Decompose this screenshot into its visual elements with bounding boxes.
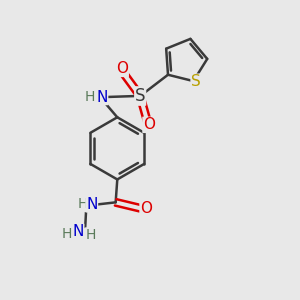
Text: N: N [86, 197, 98, 212]
Text: H: H [85, 228, 96, 242]
Text: O: O [116, 61, 128, 76]
Text: H: H [84, 90, 95, 104]
Text: O: O [143, 117, 155, 132]
Text: H: H [78, 197, 88, 211]
Text: H: H [61, 227, 72, 242]
Text: N: N [72, 224, 84, 239]
Text: O: O [140, 201, 152, 216]
Text: S: S [135, 87, 146, 105]
Text: S: S [191, 74, 201, 89]
Text: N: N [96, 89, 108, 104]
